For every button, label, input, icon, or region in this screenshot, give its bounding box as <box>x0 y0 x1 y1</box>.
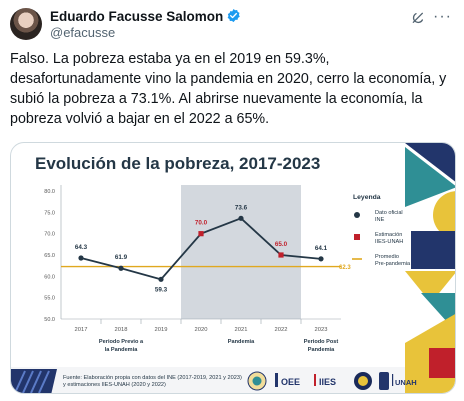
x-tick-label: 2020 <box>195 327 208 333</box>
tweet-header: Eduardo Facusse Salomon @efacusse ··· <box>10 6 454 42</box>
legend-label: Dato oficial <box>375 210 403 216</box>
period-label: Periodo Post <box>304 339 339 345</box>
data-label: 64.3 <box>75 244 88 251</box>
avatar[interactable] <box>10 8 42 40</box>
seal-logo-icon <box>247 371 267 391</box>
y-tick-label: 60.0 <box>44 274 55 280</box>
unah-logo-divider <box>392 374 394 386</box>
chart-title: Evolución de la pobreza, 2017-2023 <box>35 154 320 173</box>
oee-logo-text: OEE <box>281 377 300 387</box>
y-tick-label: 65.0 <box>44 253 55 259</box>
period-label: Periodo Previo a <box>99 339 144 345</box>
hatch-pattern-decoration <box>11 369 57 393</box>
tweet-media-image[interactable]: Evolución de la pobreza, 2017-2023 50.0 5… <box>10 142 456 394</box>
ine-data-point <box>238 215 244 221</box>
decorative-shapes <box>405 143 455 393</box>
legend-marker-ine <box>354 212 360 218</box>
iies-logo-bar <box>314 374 316 386</box>
iies-estimate-point <box>278 252 284 258</box>
source-note-line: Fuente: Elaboración propia con datos del… <box>63 375 242 381</box>
iies-estimate-point <box>198 231 204 237</box>
data-label: 61.9 <box>115 254 128 261</box>
y-tick-label: 70.0 <box>44 232 55 238</box>
chart-footer: Fuente: Elaboración propia con datos del… <box>11 367 417 393</box>
y-tick-label: 75.0 <box>44 210 55 216</box>
legend-title: Leyenda <box>353 194 381 201</box>
x-tick-label: 2019 <box>155 327 168 333</box>
unah-shield-icon <box>379 372 389 390</box>
legend-label: IIES-UNAH <box>375 239 403 245</box>
tweet-text: Falso. La pobreza estaba ya en el 2019 e… <box>10 51 447 127</box>
source-note: Fuente: Elaboración propia con datos del… <box>63 375 242 388</box>
data-label: 64.1 <box>315 245 328 252</box>
period-label: Pandemia <box>308 347 335 353</box>
y-tick-label: 80.0 <box>44 189 55 195</box>
legend-label: Pre-pandemia <box>375 261 411 267</box>
legend-label: INE <box>375 217 385 223</box>
x-tick-label: 2021 <box>235 327 248 333</box>
verified-badge-icon <box>227 8 241 23</box>
legend-marker-iies <box>354 234 360 240</box>
crest-logo-inner <box>358 376 368 386</box>
oee-logo-bar <box>275 373 278 387</box>
ine-data-point <box>78 255 84 261</box>
source-note-line: y estimaciones IIES-UNAH (2020 y 2022) <box>63 382 166 388</box>
ine-data-point <box>158 276 164 282</box>
data-label: 65.0 <box>275 241 288 248</box>
author-name-text[interactable]: Eduardo Facusse Salomon <box>50 9 224 24</box>
author-handle[interactable]: @efacusse <box>50 25 116 40</box>
period-label: la Pandemia <box>105 347 139 353</box>
period-label: Pandemia <box>228 339 255 345</box>
unah-logo-text: UNAH <box>395 378 417 387</box>
institution-logos: OEE IIES UNAH <box>247 371 417 391</box>
x-tick-label: 2023 <box>315 327 328 333</box>
more-options-icon[interactable]: ··· <box>433 8 452 25</box>
legend-label: Estimación <box>375 232 402 238</box>
data-label: 70.0 <box>195 220 208 227</box>
y-tick-label: 50.0 <box>44 317 55 323</box>
pandemic-shaded-region <box>181 185 301 319</box>
poverty-line-chart: Evolución de la pobreza, 2017-2023 50.05… <box>11 143 455 393</box>
crest-logo-icon <box>354 372 372 390</box>
ine-data-point <box>118 265 124 271</box>
iies-logo-text: IIES <box>319 377 336 387</box>
seal-logo-center <box>252 376 262 386</box>
plot-area: 50.0 55.0 60.0 65.0 70.0 75.0 80.0 2017 2018 2019… <box>44 185 351 353</box>
grok-icon[interactable] <box>410 10 426 26</box>
x-tick-label: 2022 <box>275 327 288 333</box>
author-name[interactable]: Eduardo Facusse Salomon <box>50 8 241 24</box>
ine-data-point <box>318 256 324 262</box>
reference-line-label: 62.3 <box>339 265 351 271</box>
x-tick-label: 2018 <box>115 327 128 333</box>
data-label: 59.3 <box>155 286 168 293</box>
y-tick-label: 55.0 <box>44 296 55 302</box>
data-label: 73.6 <box>235 204 248 211</box>
x-tick-label: 2017 <box>75 327 88 333</box>
legend-label: Promedio <box>375 254 399 260</box>
